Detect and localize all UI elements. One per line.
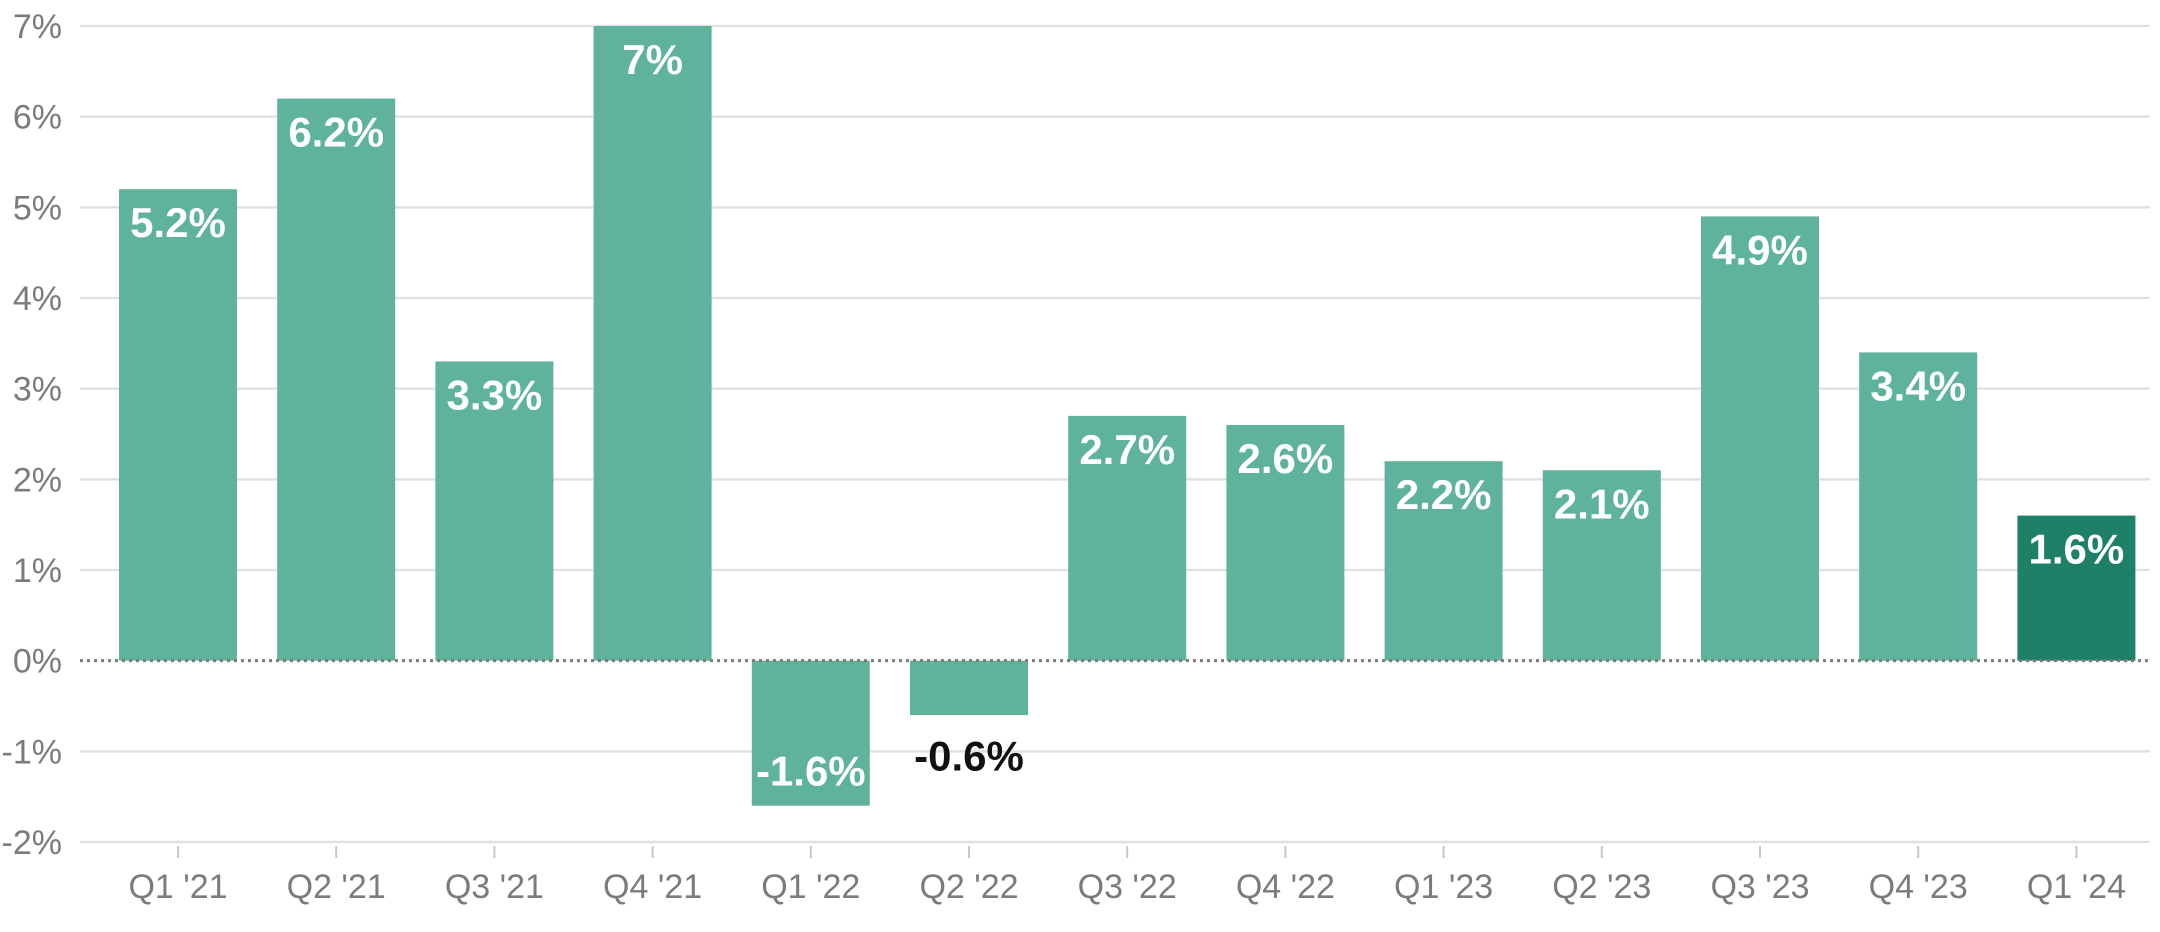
data-label: 2.7% [1079,426,1175,473]
data-label: 2.1% [1554,480,1650,527]
bar [119,189,237,661]
y-tick-label: -2% [2,824,62,862]
x-tick-label: Q2 '22 [919,868,1018,906]
bar [1068,415,1187,661]
data-labels: 5.2% 6.2% 3.3% 7% -1.6% -0.6% 2.7% 2.6% 2.2% 2.1%… [130,36,2124,795]
bar [2017,515,2136,661]
x-tick-label: Q1 '21 [128,868,227,906]
data-label: 4.9% [1712,226,1808,273]
data-label: 6.2% [288,109,384,156]
bar [1384,461,1503,661]
x-tick-label: Q2 '21 [287,868,386,906]
data-label: 3.4% [1870,362,1966,409]
x-tick-label: Q4 '21 [603,868,702,906]
y-tick-label: 2% [13,461,62,499]
bar [277,98,396,661]
bar [1226,424,1345,661]
y-tick-label: -1% [2,733,62,771]
y-tick-label: 1% [13,552,62,590]
y-tick-label: 7% [13,8,62,46]
bar [1859,352,1978,661]
x-tick-label: Q3 '22 [1078,868,1177,906]
bar [435,361,554,661]
data-label: 7% [622,36,683,83]
y-tick-label: 3% [13,371,62,409]
data-label: -0.6% [914,733,1024,780]
data-label: 1.6% [2029,526,2125,573]
bar [910,660,1028,716]
data-label: 5.2% [130,199,226,246]
x-tick-label: Q3 '21 [445,868,544,906]
x-tick-label: Q4 '22 [1236,868,1335,906]
x-tick-label: Q1 '24 [2027,868,2126,906]
x-tick-label: Q3 '23 [1710,868,1809,906]
y-tick-label: 6% [13,99,62,137]
y-tick-label: 4% [13,280,62,318]
bar [1542,470,1661,661]
y-tick-label: 0% [13,643,62,681]
bar [1701,216,1819,661]
data-label: 2.2% [1396,471,1492,518]
data-label: 3.3% [447,371,543,418]
x-axis: Q1 '21 Q2 '21 Q3 '21 Q4 '21 Q1 '22 Q2 '22 Q3 '… [128,846,2126,906]
x-tick-label: Q4 '23 [1869,868,1968,906]
y-tick-label: 5% [13,189,62,227]
x-tick-label: Q1 '23 [1394,868,1493,906]
bar [593,26,712,661]
x-tick-label: Q1 '22 [761,868,860,906]
x-tick-label: Q2 '23 [1552,868,1651,906]
bar [751,660,870,806]
data-label: 2.6% [1238,435,1334,482]
y-axis: 7% 6% 5% 4% 3% 2% 1% 0% -1% -2% [2,8,62,862]
bars [119,26,2136,806]
data-label: -1.6% [756,748,866,795]
